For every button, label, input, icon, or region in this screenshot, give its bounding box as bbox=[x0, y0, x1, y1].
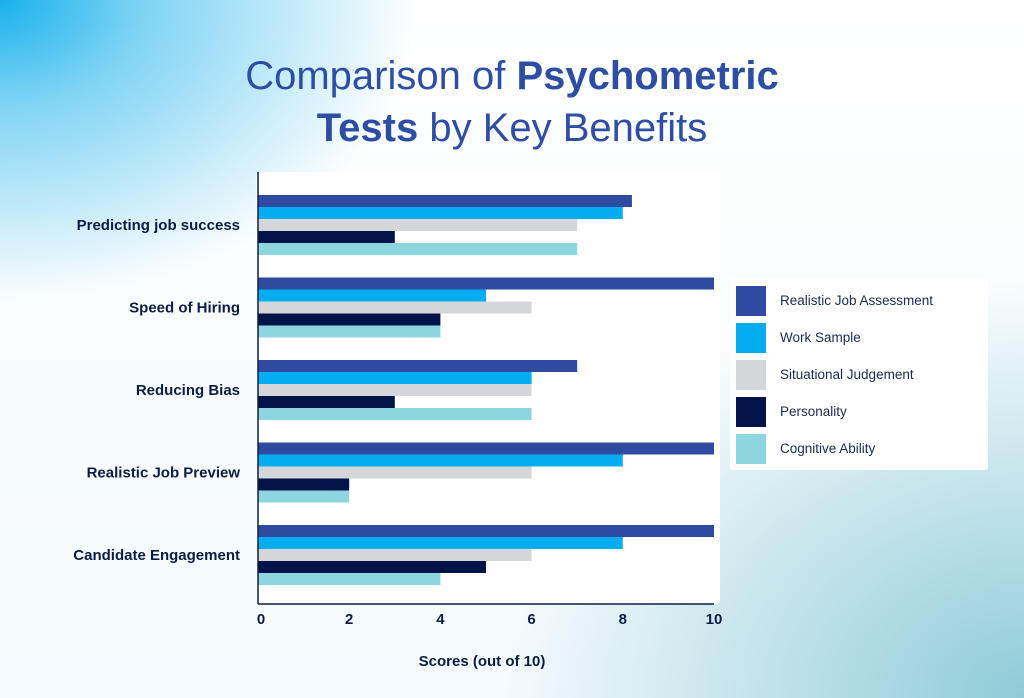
legend-swatch-2 bbox=[736, 360, 766, 390]
bar-3-4 bbox=[258, 490, 350, 503]
bar-0-4 bbox=[258, 243, 578, 255]
x-tick-label-1: 2 bbox=[345, 611, 353, 628]
category-label-1: Speed of Hiring bbox=[129, 300, 240, 317]
x-tick-label-3: 6 bbox=[527, 611, 535, 628]
bar-4-4 bbox=[258, 573, 441, 585]
title-part-2: by Key Benefits bbox=[418, 106, 708, 150]
title-part-1: Comparison of bbox=[245, 54, 517, 98]
legend-swatch-0 bbox=[736, 286, 766, 316]
category-labels-group: Predicting job success Speed of Hiring Red… bbox=[73, 217, 240, 564]
bar-4-3 bbox=[258, 561, 486, 573]
bar-4-0 bbox=[258, 525, 714, 537]
title-bold-2: Tests bbox=[316, 106, 419, 150]
chart-title: Comparison of Psychometric Tests by Key B… bbox=[112, 50, 912, 154]
bar-2-3 bbox=[258, 396, 395, 408]
bars-group bbox=[258, 195, 714, 585]
category-label-0: Predicting job success bbox=[77, 217, 240, 234]
bar-1-4 bbox=[258, 325, 441, 338]
bar-3-0 bbox=[258, 442, 714, 455]
legend-swatch-4 bbox=[736, 434, 766, 464]
bar-0-0 bbox=[258, 195, 632, 207]
x-tick-labels-group: 0 2 4 6 8 10 bbox=[257, 611, 723, 628]
bar-1-3 bbox=[258, 313, 441, 326]
bar-1-0 bbox=[258, 277, 714, 290]
bar-2-1 bbox=[258, 372, 532, 384]
legend-label-2: Situational Judgement bbox=[780, 367, 914, 382]
bar-3-1 bbox=[258, 454, 623, 467]
legend-swatch-1 bbox=[736, 323, 766, 353]
bar-1-1 bbox=[258, 289, 486, 302]
bar-2-0 bbox=[258, 360, 578, 372]
bar-2-2 bbox=[258, 384, 532, 396]
legend-swatch-3 bbox=[736, 397, 766, 427]
legend: Realistic Job Assessment Work Sample Situa… bbox=[730, 278, 988, 470]
x-tick-label-4: 8 bbox=[619, 611, 627, 628]
bar-0-3 bbox=[258, 231, 395, 243]
category-label-2: Reducing Bias bbox=[136, 382, 240, 399]
x-tick-label-5: 10 bbox=[706, 611, 723, 628]
legend-label-1: Work Sample bbox=[780, 330, 861, 345]
bar-2-4 bbox=[258, 408, 532, 420]
bar-0-2 bbox=[258, 219, 578, 231]
bar-4-2 bbox=[258, 549, 532, 561]
category-label-4: Candidate Engagement bbox=[73, 547, 240, 564]
legend-label-3: Personality bbox=[780, 404, 847, 419]
bar-3-2 bbox=[258, 466, 532, 479]
x-tick-label-0: 0 bbox=[257, 611, 265, 628]
bar-4-1 bbox=[258, 537, 623, 549]
bar-0-1 bbox=[258, 207, 623, 219]
category-label-3: Realistic Job Preview bbox=[87, 465, 241, 482]
bar-1-2 bbox=[258, 301, 532, 314]
legend-label-0: Realistic Job Assessment bbox=[780, 293, 934, 308]
x-tick-label-2: 4 bbox=[436, 611, 445, 628]
x-axis-label: Scores (out of 10) bbox=[419, 653, 546, 670]
title-bold-1: Psychometric bbox=[516, 54, 779, 98]
bar-3-3 bbox=[258, 478, 350, 491]
legend-label-4: Cognitive Ability bbox=[780, 441, 876, 456]
